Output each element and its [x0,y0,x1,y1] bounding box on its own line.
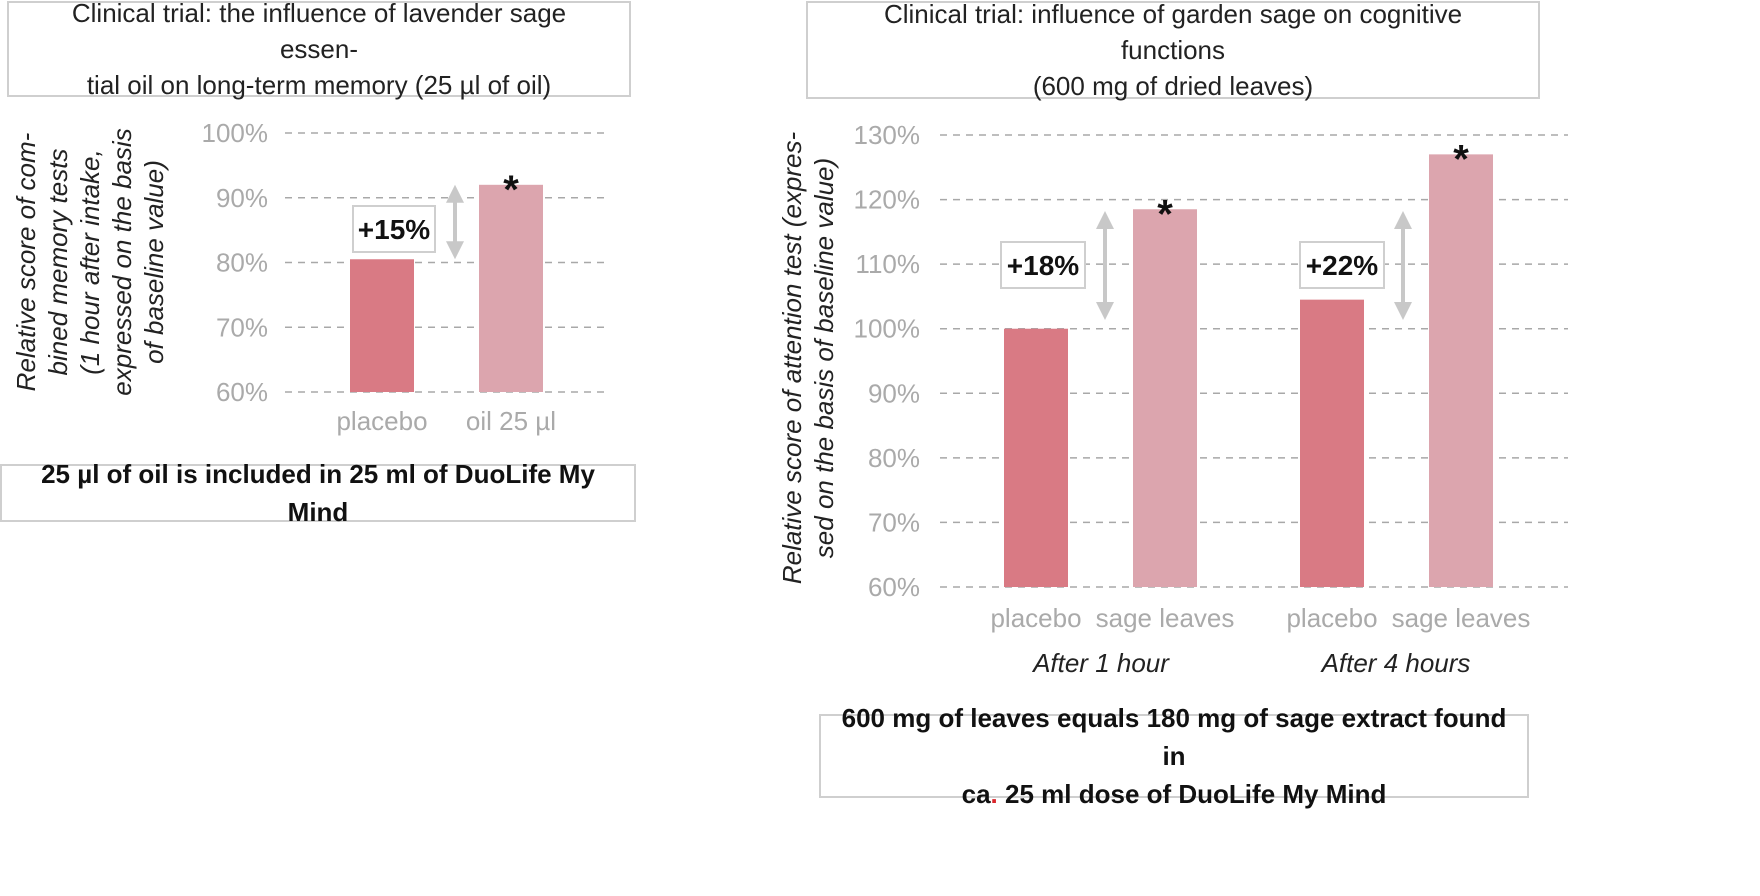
chart2-y-tick-label: 130% [854,120,921,150]
chart2-note-box: 600 mg of leaves equals 180 mg of sage e… [819,703,1529,809]
chart2-group1-increase-label: +22% [1306,250,1378,281]
chart1-y-tick-label: 60% [216,377,268,407]
chart2-group0-bar-0 [1004,328,1068,587]
chart1-y-tick-label: 90% [216,183,268,213]
chart1-significance-mark: * [503,168,519,212]
chart1-title-line1: Clinical trial: the influence of lavende… [71,0,567,64]
chart2-significance-mark: * [1157,192,1173,236]
chart1-y-tick-label: 70% [216,312,268,342]
chart1-bar-0 [350,259,414,392]
chart2-group-label: After 4 hours [1320,648,1471,678]
chart1-x-tick-label: placebo [336,406,427,436]
chart2-group-label: After 1 hour [1031,648,1170,678]
chart2-note-line2: ca. 25 ml dose of DuoLife My Mind [961,779,1387,809]
chart1-increase-label: +15% [358,214,430,245]
chart2-y-tick-label: 70% [868,507,920,537]
chart2-group1-increase-label-box [1299,241,1385,289]
chart2-group1-increase-arrow [1394,211,1412,320]
chart1-title-box: Clinical trial: the influence of lavende… [7,0,631,100]
chart2-y-tick-label: 60% [868,572,920,602]
chart1-y-tick-label: 100% [202,118,269,148]
chart1-note-box: 25 µl of oil is included in 25 ml of Duo… [0,459,636,527]
chart1-x-tick-label: oil 25 µl [466,406,556,436]
chart2-x-tick-label: placebo [990,603,1081,633]
chart1-bar-1 [479,184,543,392]
chart2-x-tick-label: placebo [1286,603,1377,633]
chart2-y-tick-label: 120% [854,185,921,215]
chart2-title-box: Clinical trial: influence of garden sage… [806,0,1540,101]
chart2-significance-mark: * [1453,137,1469,181]
chart2-group0-bar-1 [1133,209,1197,587]
chart1-increase-arrow [446,184,464,260]
chart2-title-line1: Clinical trial: influence of garden sage… [883,0,1463,65]
chart2-y-tick-label: 90% [868,378,920,408]
chart2-group1-bar-1 [1429,154,1493,587]
chart2-y-tick-label: 80% [868,443,920,473]
chart2-group0-increase-label-box [1000,241,1086,289]
chart1-y-tick-label: 80% [216,248,268,278]
chart2-y-tick-label: 110% [855,249,920,279]
chart2-title-line2: (600 mg of dried leaves) [1032,71,1314,101]
chart1-note: 25 µl of oil is included in 25 ml of Duo… [41,459,595,527]
chart1-title-line2: tial oil on long-term memory (25 µl of o… [86,70,552,100]
chart2-note-line1: 600 mg of leaves equals 180 mg of sage e… [841,703,1507,771]
chart1-increase-label-box [352,205,436,253]
chart2-x-tick-label: sage leaves [1392,603,1531,633]
chart2-y-tick-label: 100% [854,314,921,344]
chart2-group1-bar-0 [1300,299,1364,587]
chart2-group0-increase-arrow [1096,211,1114,320]
chart2-x-tick-label: sage leaves [1096,603,1235,633]
chart2-group0-increase-label: +18% [1007,250,1079,281]
